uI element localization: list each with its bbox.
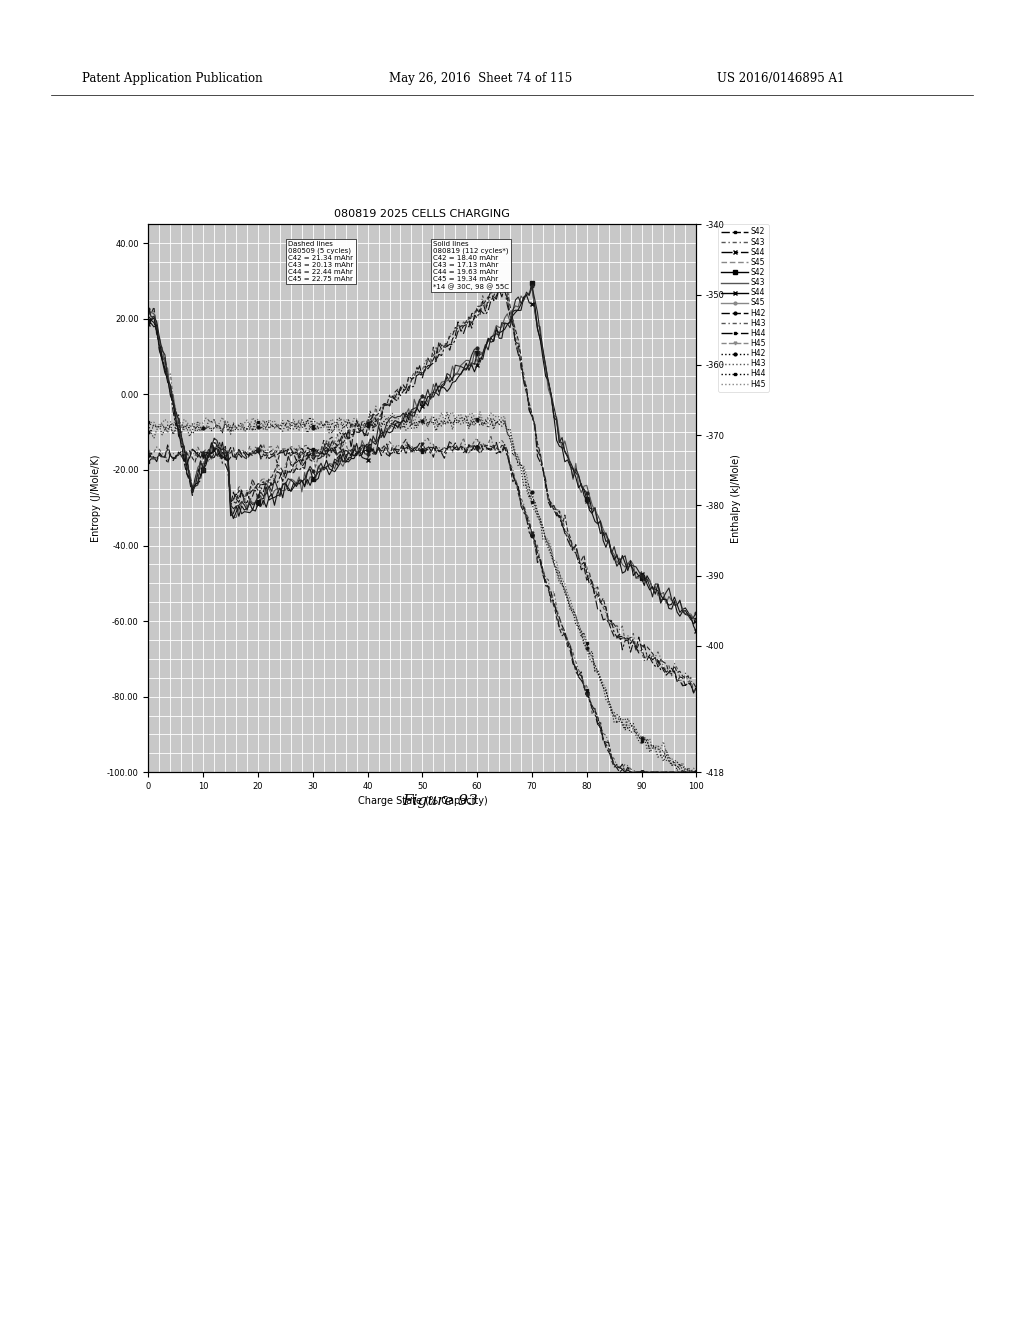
Y-axis label: Enthalpy (kJ/Mole): Enthalpy (kJ/Mole) [730, 454, 740, 543]
Legend: S42, S43, S44, S45, S42, S43, S44, S45, H42, H43, H44, H45, H42, H43, H44, H45: S42, S43, S44, S45, S42, S43, S44, S45, … [718, 224, 769, 392]
Text: May 26, 2016  Sheet 74 of 115: May 26, 2016 Sheet 74 of 115 [389, 71, 572, 84]
Text: Dashed lines
080509 (5 cycles)
C42 = 21.34 mAhr
C43 = 20.13 mAhr
C44 = 22.44 mAh: Dashed lines 080509 (5 cycles) C42 = 21.… [288, 240, 353, 282]
Text: Solid lines
080819 (112 cycles*)
C42 = 18.40 mAhr
C43 = 17.13 mAhr
C44 = 19.63 m: Solid lines 080819 (112 cycles*) C42 = 1… [433, 240, 509, 290]
Text: Figure 93: Figure 93 [402, 795, 478, 808]
Y-axis label: Entropy (J/Mole/K): Entropy (J/Mole/K) [91, 454, 101, 543]
X-axis label: Charge State (% Capacity): Charge State (% Capacity) [357, 796, 487, 807]
Text: Patent Application Publication: Patent Application Publication [82, 71, 262, 84]
Title: 080819 2025 CELLS CHARGING: 080819 2025 CELLS CHARGING [335, 210, 510, 219]
Text: US 2016/0146895 A1: US 2016/0146895 A1 [717, 71, 844, 84]
